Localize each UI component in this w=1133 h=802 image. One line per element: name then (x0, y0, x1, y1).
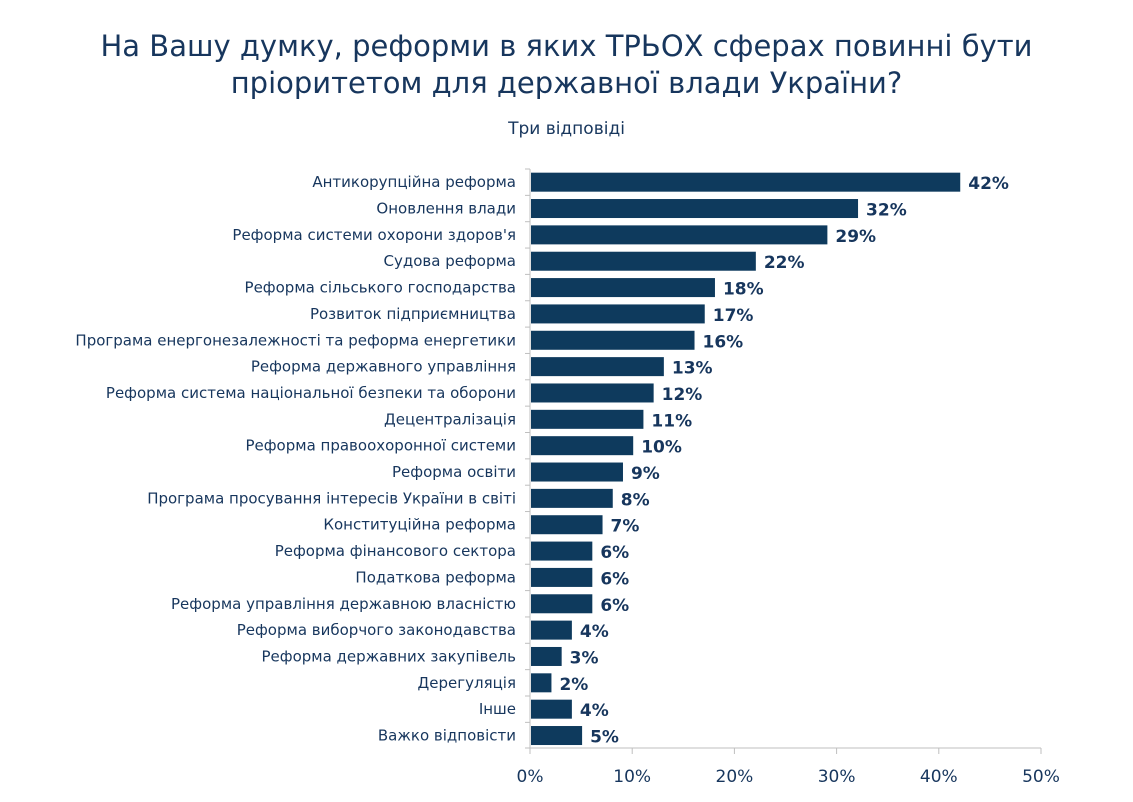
bar (531, 304, 705, 324)
bar (531, 567, 593, 587)
category-label: Реформа виборчого законодавства (237, 621, 516, 639)
data-label: 11% (651, 411, 692, 431)
data-label: 32% (866, 201, 907, 221)
data-label: 18% (723, 280, 764, 300)
category-label: Програма енергонезалежності та реформа е… (75, 331, 516, 349)
data-label: 12% (662, 385, 703, 405)
bar (531, 594, 593, 614)
x-tick-label: 50% (1022, 767, 1060, 787)
data-label: 29% (835, 227, 876, 247)
category-label: Реформа сільського господарства (245, 279, 516, 297)
data-label: 3% (570, 648, 599, 668)
data-label: 6% (600, 543, 629, 563)
category-label: Програма просування інтересів України в … (147, 489, 516, 507)
category-label: Дерегуляція (418, 674, 516, 692)
category-label: Інше (479, 700, 516, 718)
bar (531, 409, 644, 429)
data-label: 9% (631, 464, 660, 484)
x-tick-label: 20% (716, 767, 754, 787)
bar (531, 357, 664, 377)
category-label: Важко відповісти (378, 727, 516, 745)
category-label: Реформа системи охорони здоров'я (232, 226, 516, 244)
data-label: 10% (641, 438, 682, 458)
category-label: Конституційна реформа (323, 516, 516, 534)
data-label: 6% (600, 596, 629, 616)
x-tick-label: 40% (920, 767, 958, 787)
bar (531, 620, 572, 640)
bar (531, 225, 828, 245)
data-label: 22% (764, 253, 805, 273)
bar (531, 436, 634, 456)
data-label: 2% (559, 675, 588, 695)
category-label: Реформа державного управління (251, 358, 516, 376)
category-label: Оновлення влади (376, 200, 516, 218)
data-label: 4% (580, 622, 609, 642)
chart-title: На Вашу думку, реформи в яких ТРЬОХ сфер… (100, 29, 1033, 100)
data-label: 6% (600, 569, 629, 589)
category-label: Реформа система національної безпеки та … (106, 384, 516, 402)
bar (531, 199, 859, 219)
bar (531, 251, 756, 271)
category-label: Реформа правоохоронної системи (245, 437, 516, 455)
data-label: 16% (703, 332, 744, 352)
data-label: 4% (580, 701, 609, 721)
x-tick-label: 0% (517, 767, 544, 787)
data-label: 13% (672, 359, 713, 379)
data-label: 7% (611, 517, 640, 537)
category-label: Антикорупційна реформа (312, 173, 516, 191)
data-label: 5% (590, 728, 619, 748)
bar (531, 541, 593, 561)
category-label: Судова реформа (384, 252, 516, 270)
data-label: 17% (713, 306, 754, 326)
category-label: Реформа освіти (392, 463, 516, 481)
bar (531, 515, 603, 535)
x-tick-label: 10% (613, 767, 651, 787)
category-label: Реформа фінансового сектора (275, 542, 516, 560)
bar (531, 383, 654, 403)
x-tick-label: 30% (818, 767, 856, 787)
category-label: Реформа управління державною власністю (171, 595, 516, 613)
category-label: Децентралізація (384, 410, 516, 428)
bar (531, 278, 715, 298)
bar (531, 646, 562, 666)
bar (531, 172, 961, 192)
category-label: Реформа державних закупівель (261, 647, 516, 665)
bar (531, 699, 572, 719)
category-label: Податкова реформа (355, 568, 516, 586)
data-label: 8% (621, 490, 650, 510)
bar (531, 330, 695, 350)
data-label: 42% (968, 174, 1009, 194)
bar (531, 673, 552, 693)
category-label: Розвиток підприємництва (310, 305, 516, 323)
bar (531, 726, 583, 746)
bar (531, 462, 623, 482)
chart-subtitle: Три відповіді (508, 119, 625, 139)
bar (531, 488, 613, 508)
